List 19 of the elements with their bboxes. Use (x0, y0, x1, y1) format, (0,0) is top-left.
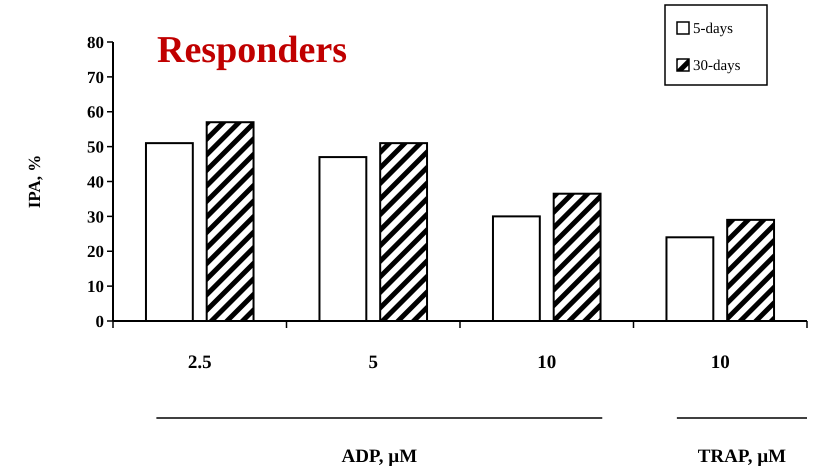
text: ADP, µM (341, 446, 418, 467)
x-tick-label: 10 (537, 352, 556, 373)
chart-title: Responders (157, 29, 348, 71)
y-axis-title: IPA, % (25, 154, 44, 208)
y-tick-label: 0 (96, 312, 104, 331)
y-tick-label: 60 (87, 102, 104, 122)
y-tick-label: 20 (87, 242, 104, 262)
y-tick-label: 40 (87, 172, 104, 192)
x-tick-label: 2.5 (188, 352, 212, 373)
x-tick-label: 10 (710, 352, 730, 373)
text: TRAP, µM (698, 446, 786, 467)
y-tick-label: 80 (87, 32, 104, 52)
y-tick-label: 50 (87, 138, 104, 157)
y-tick-label: 10 (87, 277, 104, 296)
y-tick-label: 30 (87, 207, 104, 226)
x-tick-label: 5 (368, 352, 378, 373)
y-tick-label: 70 (87, 68, 104, 87)
legend-label: 30-days (693, 58, 741, 74)
legend-label: 5-days (693, 21, 734, 37)
